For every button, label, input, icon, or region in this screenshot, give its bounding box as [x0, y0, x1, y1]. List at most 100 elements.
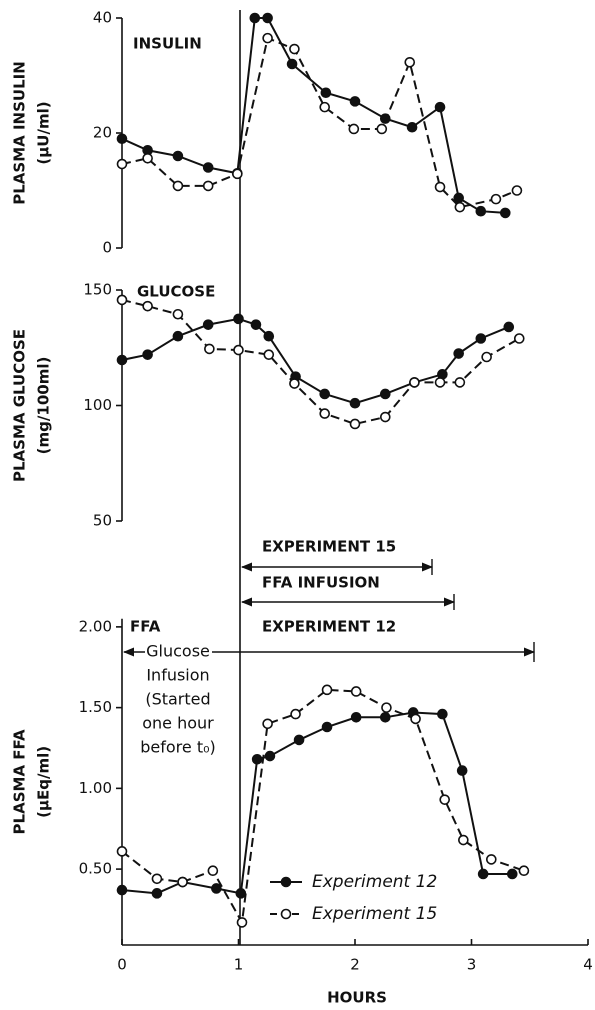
- data-point: [406, 121, 418, 133]
- data-point: [410, 713, 421, 725]
- data-point: [204, 343, 215, 355]
- data-point: [263, 330, 275, 342]
- data-point: [511, 185, 523, 196]
- data-point: [250, 319, 262, 330]
- data-point: [321, 684, 333, 696]
- data-point: [437, 708, 448, 720]
- y-tick-label: 150: [83, 281, 112, 299]
- legend-label: Experiment 15: [312, 904, 437, 924]
- data-point: [348, 123, 360, 135]
- data-point: [262, 718, 273, 730]
- data-point: [381, 702, 392, 713]
- data-point: [490, 193, 502, 205]
- y-axis-label: PLASMA INSULIN: [11, 61, 29, 205]
- data-point: [151, 888, 163, 899]
- data-point: [349, 96, 361, 107]
- data-point: [116, 158, 128, 170]
- data-point: [251, 753, 263, 765]
- data-point: [202, 319, 214, 330]
- annotation: Glucose: [146, 642, 210, 661]
- data-point: [434, 181, 446, 193]
- data-point: [320, 87, 332, 99]
- data-point: [439, 794, 451, 805]
- data-point: [116, 884, 128, 896]
- data-point: [456, 765, 468, 776]
- annotation: (Started: [145, 690, 210, 709]
- series-line: [121, 711, 513, 895]
- y-tick-label: 1.50: [79, 698, 112, 716]
- data-point: [142, 300, 153, 312]
- legend-marker: [280, 908, 292, 920]
- annotation: before t₀): [140, 738, 216, 757]
- data-point: [236, 917, 248, 928]
- y-tick-label: 2.00: [79, 617, 112, 635]
- x-axis-label: HOURS: [327, 989, 387, 1007]
- data-point: [486, 854, 497, 865]
- x-tick-label: 3: [467, 956, 477, 974]
- y-tick-label: 1.00: [79, 779, 112, 797]
- data-point: [172, 308, 184, 320]
- annotation: EXPERIMENT 12: [262, 618, 396, 636]
- data-point: [177, 876, 188, 888]
- data-point: [376, 123, 388, 135]
- data-point: [349, 418, 361, 430]
- data-point: [116, 133, 128, 145]
- data-point: [142, 153, 153, 164]
- data-point: [202, 180, 214, 192]
- data-point: [350, 712, 362, 723]
- y-tick-label: 100: [83, 396, 112, 414]
- data-point: [458, 834, 469, 846]
- x-tick-label: 4: [583, 956, 593, 974]
- data-point: [264, 750, 276, 762]
- data-point: [262, 12, 273, 24]
- data-point: [319, 408, 331, 419]
- y-axis-label: PLASMA GLUCOSE: [11, 329, 29, 482]
- data-point: [151, 873, 163, 885]
- annotation: one hour: [142, 714, 214, 733]
- data-point: [172, 330, 184, 342]
- x-tick-label: 0: [117, 956, 127, 974]
- data-point: [319, 388, 331, 400]
- series-line: [121, 298, 520, 426]
- data-point: [379, 411, 391, 423]
- y-tick-label: 0: [102, 239, 112, 257]
- data-point: [233, 344, 244, 356]
- data-point: [518, 865, 530, 877]
- data-point: [481, 351, 492, 363]
- annotation: Infusion: [146, 666, 209, 685]
- panel-label: GLUCOSE: [137, 283, 215, 301]
- data-point: [513, 333, 525, 344]
- data-point: [503, 321, 515, 333]
- panel-label: INSULIN: [133, 35, 202, 53]
- legend-marker: [280, 876, 292, 888]
- y-axis-label: (μU/ml): [35, 101, 53, 164]
- data-point: [116, 354, 128, 366]
- data-point: [289, 43, 300, 55]
- data-point: [290, 708, 301, 720]
- data-point: [453, 192, 464, 204]
- y-tick-label: 0.50: [79, 860, 112, 878]
- data-point: [202, 162, 214, 173]
- data-point: [409, 377, 420, 388]
- legend-label: Experiment 12: [312, 872, 437, 892]
- series-line: [121, 317, 510, 405]
- y-tick-label: 40: [93, 9, 112, 27]
- y-axis-label: (μEq/ml): [35, 746, 53, 818]
- data-point: [293, 734, 305, 746]
- y-tick-label: 50: [93, 512, 112, 530]
- y-axis-label: PLASMA FFA: [11, 729, 29, 834]
- data-point: [319, 101, 331, 113]
- data-point: [454, 201, 466, 213]
- y-tick-label: 20: [93, 124, 112, 142]
- data-point: [434, 101, 446, 113]
- y-axis-label: (mg/100ml): [35, 357, 53, 455]
- annotation: FFA: [130, 618, 161, 636]
- data-point: [404, 56, 416, 68]
- data-point: [262, 32, 273, 44]
- data-point: [249, 12, 261, 24]
- data-point: [434, 377, 446, 388]
- data-point: [116, 846, 128, 857]
- data-point: [233, 313, 244, 325]
- annotation: FFA INFUSION: [262, 574, 380, 592]
